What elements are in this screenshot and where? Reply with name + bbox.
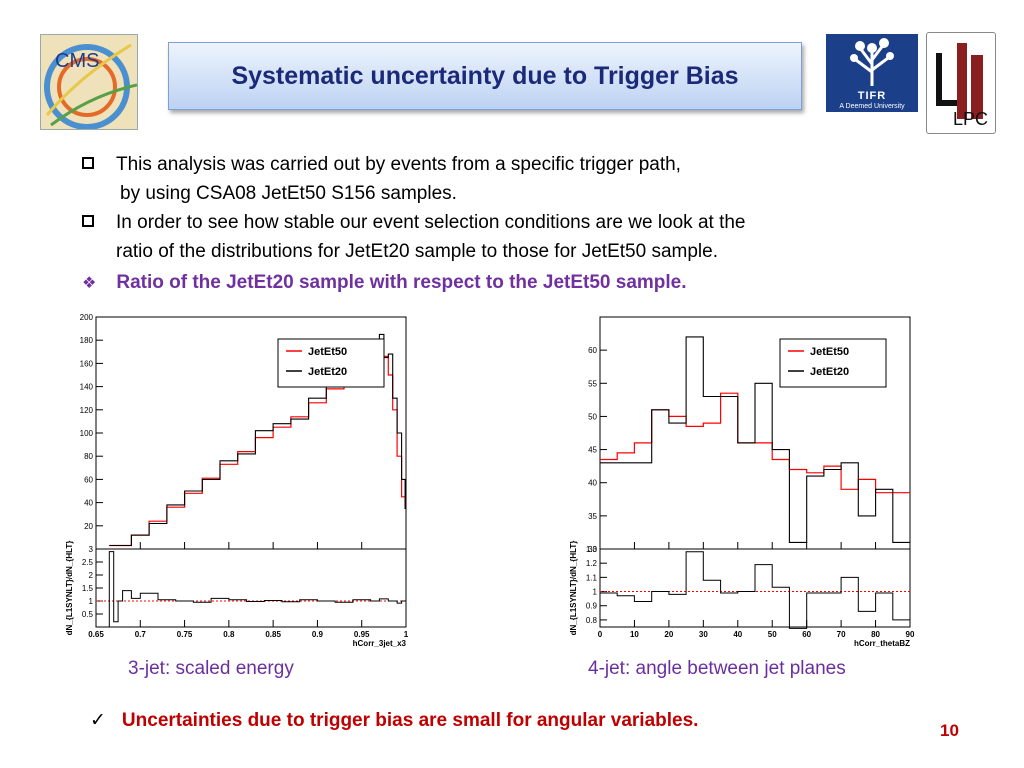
chart-left-ratio-ylabel: dN_{L1SYNLT}/dN_{HLT}	[65, 541, 74, 636]
bullet-2-line-2: ratio of the distributions for JetEt20 s…	[116, 241, 718, 262]
chart-right-legend-box	[779, 338, 887, 388]
checkmark-icon: ✓	[90, 710, 106, 731]
chart-left-legend-label-jetet20: JetEt20	[308, 366, 347, 378]
chart-left-xtick-label: 0.75	[177, 630, 193, 639]
tifr-logo: TIFR A Deemed University	[826, 34, 918, 112]
chart-right-main-ytick-label: 50	[588, 412, 597, 421]
chart-left-xlabel: hCorr_3jet_x3	[353, 639, 407, 648]
lpc-logo-graphic: LPC	[936, 43, 988, 129]
tifr-name: TIFR	[857, 90, 887, 102]
tree-icon	[850, 38, 894, 86]
chart-right-main-ytick-label: 55	[588, 379, 597, 388]
chart-right-ratio-ytick-label: 1.3	[586, 545, 598, 554]
chart-left-xtick-label: 0.9	[312, 630, 324, 639]
chart-right-xtick-label: 70	[837, 630, 846, 639]
chart-right-xtick-label: 0	[598, 630, 603, 639]
chart-right-ratio-frame	[599, 548, 911, 628]
chart-left-xtick-label: 0.65	[88, 630, 104, 639]
bullet-3: ❖ Ratio of the JetEt20 sample with respec…	[82, 268, 687, 299]
chart-left-xtick-label: 0.7	[135, 630, 147, 639]
chart-left-legend-label-jetet50: JetEt50	[308, 346, 347, 358]
chart-right-xtick-label: 30	[699, 630, 708, 639]
chart-left-main-ytick-label: 40	[84, 499, 93, 508]
chart-right-main-ytick-label: 40	[588, 479, 597, 488]
chart-right-ratio-ytick-label: 0.8	[586, 616, 598, 625]
conclusion: ✓ Uncertainties due to trigger bias are s…	[90, 709, 698, 732]
chart-right-legend-label-jetet50: JetEt50	[810, 346, 849, 358]
chart-left-main-ytick-label: 180	[80, 336, 94, 345]
caption-right: 4-jet: angle between jet planes	[588, 658, 846, 679]
chart-right-main-ytick-label: 45	[588, 446, 597, 455]
chart-left-ratio-ytick-label: 1.5	[82, 584, 94, 593]
chart-right-legend-label-jetet20: JetEt20	[810, 366, 849, 378]
square-bullet-icon	[82, 157, 94, 169]
chart-right-ratio-ytick-label: 1.2	[586, 559, 598, 568]
square-bullet-icon	[82, 215, 94, 227]
chart-right-main-ytick-label: 30	[588, 545, 597, 554]
chart-left-main-ytick-label: 100	[80, 429, 94, 438]
chart-right-xlabel: hCorr_thetaBZ	[854, 639, 910, 648]
title-box: Systematic uncertainty due to Trigger Bi…	[168, 42, 802, 110]
chart-right-xtick-label: 90	[906, 630, 915, 639]
chart-left-3jet-energy: 20 40 60 80 100 120 140 160 180 200 0.5 1 1.5 2 2.5 3 0.…	[65, 313, 409, 648]
chart-left-main-ytick-label: 120	[80, 406, 94, 415]
chart-left-xtick-label: 1	[404, 630, 409, 639]
chart-left-ratio-ytick-label: 1	[89, 597, 94, 606]
chart-left-ratio-series	[104, 551, 406, 628]
chart-left-ratio-ytick-label: 2.5	[82, 558, 94, 567]
lpc-logo-text: LPC	[953, 109, 988, 129]
lpc-logo: LPC	[926, 32, 996, 134]
chart-right-xtick-label: 80	[871, 630, 880, 639]
chart-left-xtick-label: 0.8	[223, 630, 235, 639]
chart-right-main-ytick-label: 60	[588, 346, 597, 355]
chart-left-ratio-ytick-label: 0.5	[82, 610, 94, 619]
chart-left-main-ytick-label: 80	[84, 452, 93, 461]
chart-right-xtick-label: 10	[630, 630, 639, 639]
bullet-1: This analysis was carried out by events …	[82, 150, 681, 180]
conclusion-text: Uncertainties due to trigger bias are sm…	[121, 710, 699, 731]
bullet-2: In order to see how stable our event sel…	[82, 208, 746, 238]
chart-left-xtick-label: 0.85	[265, 630, 281, 639]
chart-right-xtick-label: 40	[733, 630, 742, 639]
chart-left-main-ytick-label: 60	[84, 475, 93, 484]
chart-right-ratio-ylabel: dN_{L1SYNLT}/dN_{HLT}	[569, 541, 578, 636]
cms-logo-graphic: CMS	[41, 35, 137, 129]
chart-right-xtick-label: 60	[802, 630, 811, 639]
chart-right-ratio-series	[600, 551, 910, 629]
caption-left: 3-jet: scaled energy	[128, 658, 294, 679]
page-title: Systematic uncertainty due to Trigger Bi…	[231, 61, 739, 90]
cms-logo: CMS	[40, 34, 138, 130]
bullet-2-line-1: In order to see how stable our event sel…	[116, 212, 746, 233]
chart-left-main-ytick-label: 20	[84, 522, 93, 531]
tifr-subtitle: A Deemed University	[839, 103, 905, 110]
chart-right-xtick-label: 50	[768, 630, 777, 639]
chart-left-main-ytick-label: 200	[80, 313, 94, 322]
chart-left-main-ytick-label: 160	[80, 359, 94, 368]
bullet-3-text: Ratio of the JetEt20 sample with respect…	[116, 272, 687, 293]
cms-logo-text: CMS	[55, 50, 99, 72]
chart-right-main-ytick-label: 35	[588, 512, 597, 521]
chart-right-4jet-angle: 30 35 40 45 50 55 60 0.8 0.9 1 1.1 1.2 1.3 0 10 20 30 40 5…	[569, 316, 915, 648]
chart-left-ratio-frame	[95, 548, 407, 628]
chart-left-ratio-ytick-label: 2	[89, 571, 94, 580]
chart-left-legend-box	[277, 338, 385, 388]
diamond-bullet-icon: ❖	[82, 275, 97, 292]
chart-left-main-ytick-label: 140	[80, 383, 94, 392]
chart-left-xtick-label: 0.95	[354, 630, 370, 639]
chart-right-ratio-ytick-label: 1.1	[586, 573, 598, 582]
chart-left-series-jetet20	[109, 333, 406, 547]
page-number: 10	[940, 721, 959, 740]
chart-right-series-jetet20	[600, 336, 910, 543]
chart-right-ratio-ytick-label: 0.9	[586, 602, 598, 611]
chart-right-xtick-label: 20	[664, 630, 673, 639]
bullet-1-line-1: This analysis was carried out by events …	[116, 154, 681, 175]
bullet-1-line-2: by using CSA08 JetEt50 S156 samples.	[120, 183, 457, 204]
chart-right-ratio-ytick-label: 1	[593, 588, 598, 597]
chart-left-ratio-ytick-label: 3	[89, 545, 94, 554]
